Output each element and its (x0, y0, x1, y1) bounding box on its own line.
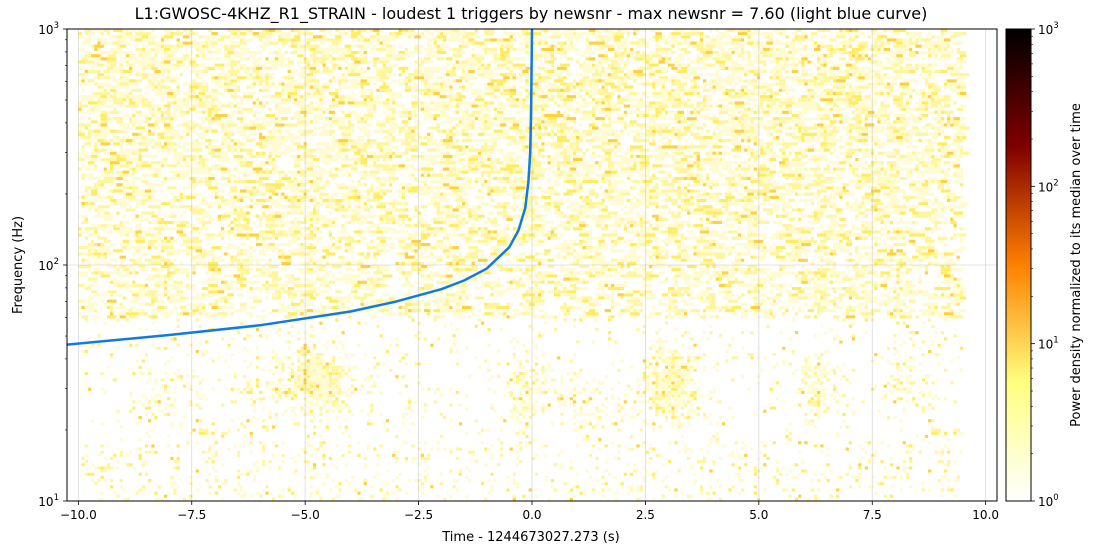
x-tick-label: −7.5 (177, 508, 206, 522)
colorbar-ticks: 100 101 102 103 (1031, 21, 1059, 509)
colorbar-label: Power density normalized to its median o… (1069, 103, 1084, 427)
colorbar-gradient (1005, 28, 1032, 502)
y-axis-ticks: 101 102 103 (38, 21, 67, 509)
colorbar-tick-label: 102 (1038, 178, 1059, 194)
x-axis-ticks: −10.0 −7.5 −5.0 −2.5 0.0 2.5 5.0 7.5 10.0 (60, 501, 999, 522)
x-tick-label: −2.5 (404, 508, 433, 522)
chart-title: L1:GWOSC-4KHZ_R1_STRAIN - loudest 1 trig… (135, 4, 928, 24)
x-tick-label: 5.0 (749, 508, 768, 522)
trigger-curves (67, 29, 534, 346)
y-axis-label: Frequency (Hz) (11, 216, 26, 314)
x-tick-label: −5.0 (291, 508, 320, 522)
x-tick-label: −10.0 (60, 508, 97, 522)
colorbar: 100 101 102 103 Power density normalized to… (1005, 21, 1084, 509)
y-tick-label: 102 (38, 257, 59, 273)
colorbar-tick-label: 103 (1038, 21, 1059, 37)
x-tick-label: 0.0 (522, 508, 541, 522)
grid-lines (67, 29, 997, 501)
y-tick-label: 103 (38, 21, 59, 37)
x-axis-label: Time - 1244673027.273 (s) (441, 530, 619, 545)
spectrogram-heatmap (78, 29, 970, 501)
plot-area (67, 29, 997, 501)
x-tick-label: 7.5 (863, 508, 882, 522)
trigger-curve (67, 29, 534, 346)
colorbar-tick-label: 101 (1038, 336, 1059, 352)
x-tick-label: 2.5 (636, 508, 655, 522)
x-tick-label: 10.0 (972, 508, 999, 522)
y-tick-label: 101 (38, 493, 59, 509)
colorbar-tick-label: 100 (1038, 493, 1059, 509)
